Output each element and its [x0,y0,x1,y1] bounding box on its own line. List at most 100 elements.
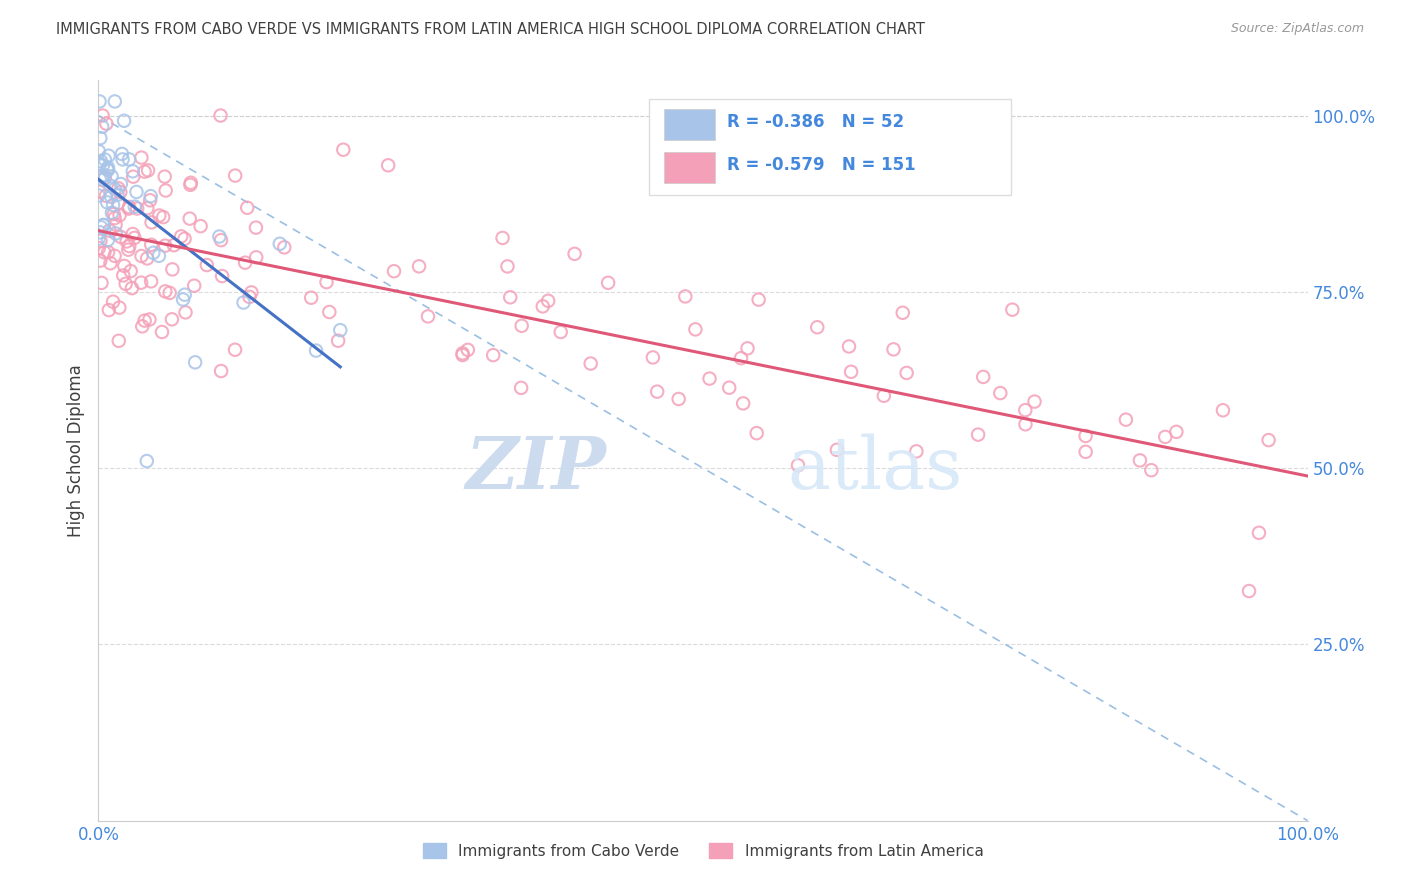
Point [103,207,125,221]
FancyBboxPatch shape [664,153,716,183]
Point [100,169,122,184]
Point [141,215,163,229]
Point [179,178,201,192]
Point [104,95,127,109]
Point [1074,444,1097,458]
Point [91,173,114,187]
Point [718,381,741,395]
Point [104,249,127,263]
Point [136,252,159,266]
Point [209,364,232,378]
Point [416,310,439,324]
Point [89,253,111,268]
Point [531,299,554,313]
Point [745,426,768,441]
Point [315,275,337,289]
Point [510,318,533,333]
Point [1257,433,1279,447]
FancyBboxPatch shape [648,99,1011,195]
Point [112,259,135,273]
FancyBboxPatch shape [664,109,716,140]
Point [748,293,770,307]
Point [134,313,156,327]
Point [115,235,138,249]
Point [170,229,193,244]
Point [299,291,322,305]
Point [245,220,267,235]
Point [136,163,159,178]
Point [90,154,112,169]
Point [668,392,690,406]
Point [100,178,122,193]
Point [97,233,120,247]
Point [838,339,860,353]
Point [139,189,162,203]
Point [329,323,352,337]
Point [972,370,994,384]
Point [905,444,928,458]
Point [148,209,170,223]
Point [136,201,159,215]
Point [125,185,148,199]
Point [1154,430,1177,444]
Point [491,231,513,245]
Point [160,312,183,326]
Point [96,195,118,210]
Point [121,164,143,178]
Point [112,268,135,283]
Point [91,158,114,172]
Point [90,220,112,235]
Point [117,243,139,257]
Point [233,255,256,269]
Point [184,355,207,369]
Point [110,185,132,199]
Point [685,322,707,336]
Point [733,396,755,410]
Point [882,343,904,357]
Point [190,219,212,234]
Point [100,256,122,270]
Text: atlas: atlas [787,434,963,504]
Point [1024,394,1046,409]
Point [96,117,118,131]
Point [87,145,110,159]
Point [129,276,152,290]
Point [153,238,176,252]
Point [124,200,146,214]
Point [245,250,267,264]
Point [737,342,759,356]
Point [377,158,399,172]
Point [873,389,896,403]
Point [118,153,141,167]
Point [641,351,664,365]
Point [326,334,349,348]
Point [107,181,129,195]
Point [332,143,354,157]
Point [97,149,120,163]
Point [89,234,111,248]
Point [118,239,141,253]
Point [1001,302,1024,317]
Point [97,245,120,260]
Point [162,262,184,277]
Point [163,238,186,252]
Point [118,200,141,214]
Point [183,278,205,293]
Point [148,249,170,263]
Point [839,365,862,379]
Point [94,188,117,202]
Point [101,206,124,220]
Text: IMMIGRANTS FROM CABO VERDE VS IMMIGRANTS FROM LATIN AMERICA HIGH SCHOOL DIPLOMA : IMMIGRANTS FROM CABO VERDE VS IMMIGRANTS… [56,22,925,37]
Point [89,95,111,109]
Point [87,232,110,246]
Point [127,202,149,216]
Point [93,218,115,232]
Point [110,230,132,244]
Point [159,285,181,300]
Point [1166,425,1188,439]
Point [1074,429,1097,443]
Point [107,187,129,202]
Point [141,237,163,252]
Point [91,109,114,123]
Point [510,381,533,395]
